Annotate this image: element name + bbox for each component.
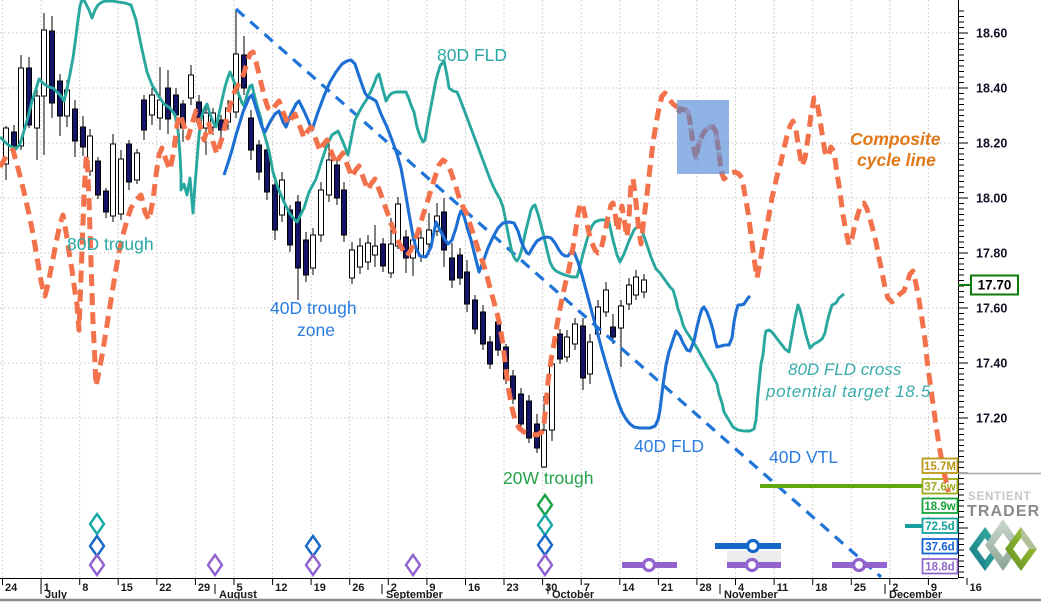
svg-text:18.8d: 18.8d	[925, 562, 954, 574]
svg-text:October: October	[552, 589, 595, 601]
svg-text:September: September	[386, 589, 444, 601]
svg-text:7: 7	[584, 582, 590, 594]
svg-text:1: 1	[44, 582, 50, 594]
svg-text:11: 11	[777, 582, 789, 594]
svg-text:18.00: 18.00	[976, 192, 1007, 206]
svg-text:23: 23	[507, 582, 519, 594]
svg-text:August: August	[219, 589, 257, 601]
svg-text:Composite: Composite	[850, 129, 941, 149]
svg-text:9: 9	[931, 582, 937, 594]
svg-text:2: 2	[391, 582, 397, 594]
svg-text:24: 24	[5, 582, 18, 594]
svg-text:December: December	[889, 589, 943, 601]
svg-text:80D trough: 80D trough	[67, 234, 154, 254]
svg-text:16: 16	[468, 582, 480, 594]
svg-text:2: 2	[892, 582, 898, 594]
svg-text:18.9w: 18.9w	[924, 501, 955, 513]
svg-text:15: 15	[121, 582, 133, 594]
svg-text:18.40: 18.40	[976, 82, 1007, 96]
svg-text:80D FLD: 80D FLD	[437, 45, 507, 65]
svg-text:15.7M: 15.7M	[924, 461, 956, 473]
svg-text:potential target 18.5: potential target 18.5	[765, 382, 931, 401]
svg-text:72.5d: 72.5d	[925, 521, 954, 533]
svg-text:37.6w: 37.6w	[924, 482, 955, 494]
svg-text:17.20: 17.20	[976, 412, 1007, 426]
svg-text:July: July	[45, 589, 68, 601]
svg-text:14: 14	[622, 582, 635, 594]
svg-text:21: 21	[661, 582, 673, 594]
svg-text:cycle line: cycle line	[857, 150, 936, 170]
svg-text:SENTIENT: SENTIENT	[968, 491, 1031, 503]
svg-text:4: 4	[738, 582, 745, 594]
svg-text:22: 22	[159, 582, 171, 594]
svg-text:16: 16	[970, 582, 982, 594]
svg-text:18.20: 18.20	[976, 137, 1007, 151]
svg-text:80D FLD cross: 80D FLD cross	[788, 360, 902, 379]
svg-text:20W trough: 20W trough	[503, 468, 593, 488]
svg-text:29: 29	[198, 582, 210, 594]
svg-text:November: November	[724, 589, 779, 601]
svg-text:18: 18	[815, 582, 827, 594]
svg-text:8: 8	[82, 582, 88, 594]
svg-text:17.70: 17.70	[978, 278, 1012, 293]
svg-text:40D VTL: 40D VTL	[769, 447, 838, 467]
svg-text:19: 19	[314, 582, 326, 594]
svg-text:37.6d: 37.6d	[925, 542, 954, 554]
svg-text:40D FLD: 40D FLD	[634, 436, 704, 456]
svg-text:28: 28	[699, 582, 711, 594]
svg-text:12: 12	[275, 582, 287, 594]
svg-text:9: 9	[429, 582, 435, 594]
svg-text:17.60: 17.60	[976, 302, 1007, 316]
svg-text:30: 30	[545, 582, 557, 594]
svg-text:TRADER: TRADER	[967, 503, 1040, 520]
svg-text:40D trough: 40D trough	[270, 298, 357, 318]
svg-text:17.40: 17.40	[976, 357, 1007, 371]
svg-text:25: 25	[854, 582, 866, 594]
svg-text:17.80: 17.80	[976, 247, 1007, 261]
svg-text:26: 26	[352, 582, 364, 594]
svg-text:5: 5	[237, 582, 243, 594]
svg-text:zone: zone	[297, 320, 335, 340]
svg-text:18.60: 18.60	[976, 27, 1007, 41]
